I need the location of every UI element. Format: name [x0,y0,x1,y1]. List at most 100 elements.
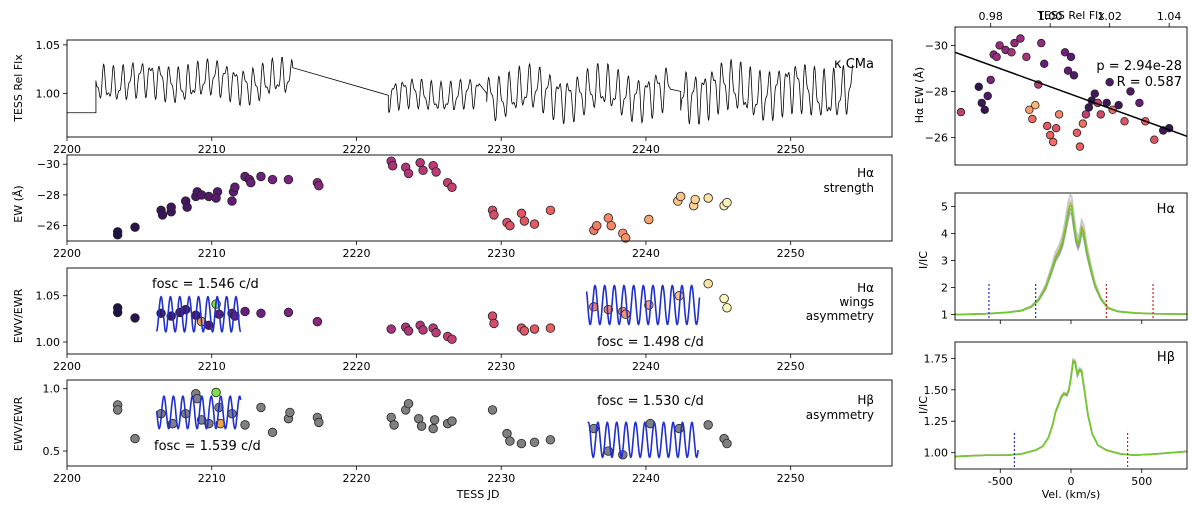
ha-strength-point [675,191,686,202]
ha-strength-point [545,205,556,215]
corr-point [1120,117,1129,126]
ha-asym-point [256,308,266,319]
ha-strength-point [403,168,414,179]
hb-profile-xlabel: Vel. (km/s) [1042,488,1101,501]
corr-point [1051,123,1061,133]
hb-asym-xtick-label: 2220 [342,472,370,485]
ha-profile-panel: I/IC Hα 1 2 3 4 5 [917,192,1188,324]
corr-point [1010,38,1019,48]
ha-asym-point [447,334,457,344]
ha-strength-ylabel: EW (Å) [12,185,25,222]
ha-strength-point [256,171,266,182]
ha-profile-profile-line [955,198,1187,316]
hb-asym-annotation-1: Hβ [857,393,874,407]
ha-asym-point [386,324,396,334]
hb-profile-frame [954,341,1188,470]
ha-profile-profile-line [955,201,1187,316]
ha-asym-xtick-label: 2230 [487,360,515,373]
ha-asym-point [719,293,729,304]
hb-profile-xtick-label: 0 [1068,475,1075,488]
corr-fit-line [955,51,1187,137]
hb-asym-xlabel: TESS JD [456,488,500,501]
hb-profile-ytick-label: 1.75 [924,352,949,365]
hb-asym-point [722,438,732,449]
ha-strength-point [267,174,278,185]
hb-asym-point [403,398,414,409]
ha-profile-ytick-label: 1 [941,309,948,322]
corr-point [1150,135,1159,144]
tess-lightcurve-panel: TESS Rel Flx κ CMa 2200 2210 2220 2230 2240 2… [12,39,893,156]
ha-strength-point [211,193,221,203]
ha-strength-point [606,220,616,231]
ha-strength-annotation-2: strength [823,181,874,195]
ha-profile-profile-line [955,207,1187,316]
hb-asym-ytick-label: 1.0 [43,383,61,396]
ha-strength-point [387,161,398,171]
ha-profile-ytick-label: 3 [941,255,948,268]
tess-xtick-label: 2210 [198,143,226,156]
ha-asym-point [240,306,250,317]
corr-ytick-label: −28 [925,85,948,98]
ha-asym-annotation-2: wings [839,295,874,309]
ha-asym-point [489,318,499,329]
corr-ytick-label: −26 [925,131,948,144]
ha-asymmetry-panel: EWV/EWR Hα wings asymmetry fosc = 1.546 … [12,267,893,373]
corr-point [1040,59,1049,68]
ha-strength-ytick-label: −30 [37,158,60,171]
corr-ytick-label: −30 [925,39,948,52]
ha-strength-annotation-1: Hα [857,166,874,180]
corr-point [1045,130,1055,140]
ha-profile-ytick-label: 4 [941,228,948,241]
ha-strength-point [447,182,457,192]
corr-point [1096,110,1105,119]
ha-asym-point [529,324,540,334]
ha-strength-point [489,210,499,220]
ha-strength-point [418,165,428,176]
corr-point [1025,105,1034,114]
hb-asym-point [240,420,250,430]
hb-profile-ytick-label: 1.00 [924,447,949,460]
ha-asym-xtick-label: 2240 [632,360,660,373]
hb-asym-point [428,423,438,434]
tess-annotation: κ CMa [834,57,874,72]
corr-point [1069,71,1079,80]
ha-strength-point [505,220,515,231]
ha-asym-point [620,309,631,319]
ha-profile-profile-line [955,211,1187,316]
ha-profile-annotation: Hα [1157,202,1175,217]
ha-asym-ytick-label: 1.05 [36,290,61,303]
corr-xtick-label: 1.00 [1038,10,1063,23]
ha-asym-annotation-3: asymmetry [806,309,874,323]
ha-strength-xtick-label: 2240 [632,247,660,260]
hb-asymmetry-panel: EWV/EWR Hβ asymmetry fosc = 1.530 c/d fo… [12,379,893,501]
corr-point [1135,98,1144,108]
hb-asym-point [314,417,324,428]
corr-xtick-label: 1.02 [1097,10,1122,23]
corr-point [995,41,1004,50]
hb-asym-point [529,437,540,448]
corr-point [986,75,995,85]
hb-asym-point [211,387,221,398]
corr-point [992,52,1001,62]
corr-point [1084,103,1094,112]
corr-ylabel: Hα EW (Å) [913,67,926,123]
hb-asym-point [267,427,278,438]
corr-point [1048,137,1058,147]
hb-asym-point [389,420,399,430]
ha-profile-ylabel: I/IC [917,251,930,269]
ha-strength-point [246,177,256,188]
tess-xtick-label: 2250 [777,143,805,156]
hb-asym-fit-curve [587,421,699,459]
ha-asym-fit-curve [155,295,242,334]
corr-point [1072,128,1082,137]
hb-asym-point [130,433,140,444]
hb-profile-ylabel: I/IC [917,396,930,414]
hb-asym-xtick-label: 2250 [777,472,805,485]
ha-strength-xtick-label: 2220 [342,247,370,260]
ha-strength-point [620,233,631,243]
tess-ylabel: TESS Rel Flx [12,54,25,123]
ha-strength-point [112,230,123,240]
ha-strength-point [314,181,324,191]
corr-point [1060,48,1070,57]
hb-asym-point [505,436,515,446]
